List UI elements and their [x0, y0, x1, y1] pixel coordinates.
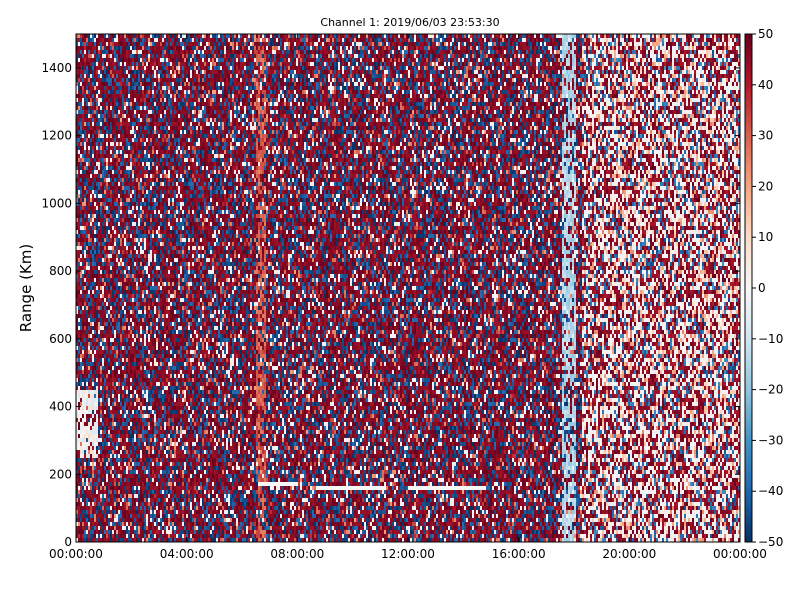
x-tick-label: 20:00:00 [602, 547, 656, 561]
colorbar [744, 33, 753, 543]
y-tick-label: 200 [49, 467, 72, 481]
colorbar-tick-label: 40 [758, 78, 773, 92]
y-axis-label: Range (Km) [17, 244, 35, 332]
colorbar-axis: 50 40 30 20 10 0 −10 −20 −30 −40 −50 [752, 27, 783, 549]
colorbar-tick-label: −20 [758, 383, 783, 397]
y-axis: 0 200 400 600 800 1000 1200 1400 [41, 61, 740, 549]
y-tick-label: 800 [49, 264, 72, 278]
x-tick-label: 00:00:00 [713, 547, 767, 561]
colorbar-tick-label: 0 [758, 281, 766, 295]
y-tick-label: 1200 [41, 129, 72, 143]
y-tick-label: 0 [64, 535, 72, 549]
y-tick-label: 400 [49, 400, 72, 414]
plot-area [76, 34, 740, 542]
colorbar-tick-label: 50 [758, 27, 773, 41]
colorbar-tick-label: 30 [758, 129, 773, 143]
x-tick-label: 00:00:00 [49, 547, 103, 561]
y-tick-label: 1000 [41, 196, 72, 210]
colorbar-tick-label: −50 [758, 535, 783, 549]
x-axis: 00:00:00 04:00:00 08:00:00 12:00:00 16:00:00… [49, 34, 767, 561]
chart-title: Channel 1: 2019/06/03 23:53:30 [320, 16, 499, 29]
y-tick-label: 600 [49, 332, 72, 346]
colorbar-tick-label: 20 [758, 179, 773, 193]
colorbar-tick-label: −40 [758, 484, 783, 498]
x-tick-label: 16:00:00 [492, 547, 546, 561]
colorbar-tick-label: 10 [758, 230, 773, 244]
x-tick-label: 08:00:00 [270, 547, 324, 561]
colorbar-tick-label: −10 [758, 332, 783, 346]
colorbar-tick-label: −30 [758, 433, 783, 447]
x-tick-label: 12:00:00 [381, 547, 435, 561]
y-tick-label: 1400 [41, 61, 72, 75]
heatmap-image [76, 34, 740, 542]
x-tick-label: 04:00:00 [160, 547, 214, 561]
